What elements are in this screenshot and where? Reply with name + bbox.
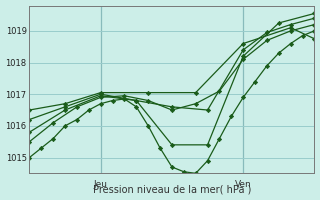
Text: Ven: Ven [235, 180, 252, 189]
Text: Jeu: Jeu [94, 180, 108, 189]
X-axis label: Pression niveau de la mer( hPa ): Pression niveau de la mer( hPa ) [93, 184, 251, 194]
